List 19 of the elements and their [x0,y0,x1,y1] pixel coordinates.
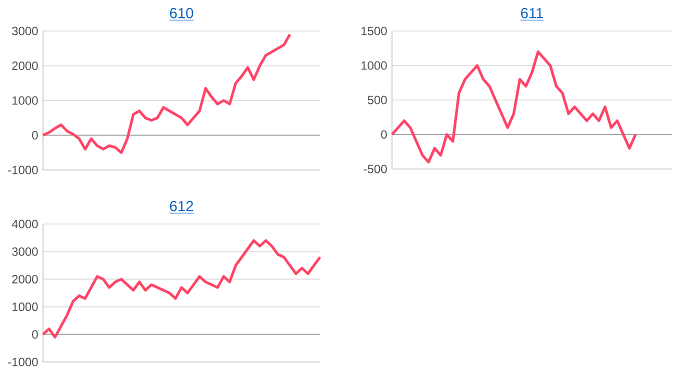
y-tick-label: 2000 [12,61,38,70]
y-tick-label: -500 [364,164,387,174]
chart-title: 612 [170,200,193,212]
y-tick-label: 1000 [12,96,38,105]
y-tick-label: 0 [381,130,387,139]
y-tick-label: 4000 [12,220,38,228]
y-tick-label: 1500 [362,26,387,36]
y-tick-label: 1000 [12,302,38,312]
y-tick-label: -1000 [8,358,38,366]
chart-title: 610 [170,8,194,18]
chart-title: 611 [521,8,543,18]
y-tick-label: 3000 [12,247,38,256]
y-tick-label: 1000 [362,61,387,70]
y-tick-label: 3000 [12,26,38,36]
y-tick-label: 0 [32,130,38,140]
y-tick-label: 0 [32,330,38,339]
y-tick-label: -1000 [8,166,38,174]
y-tick-label: 500 [368,96,387,104]
y-tick-label: 2000 [12,274,38,284]
